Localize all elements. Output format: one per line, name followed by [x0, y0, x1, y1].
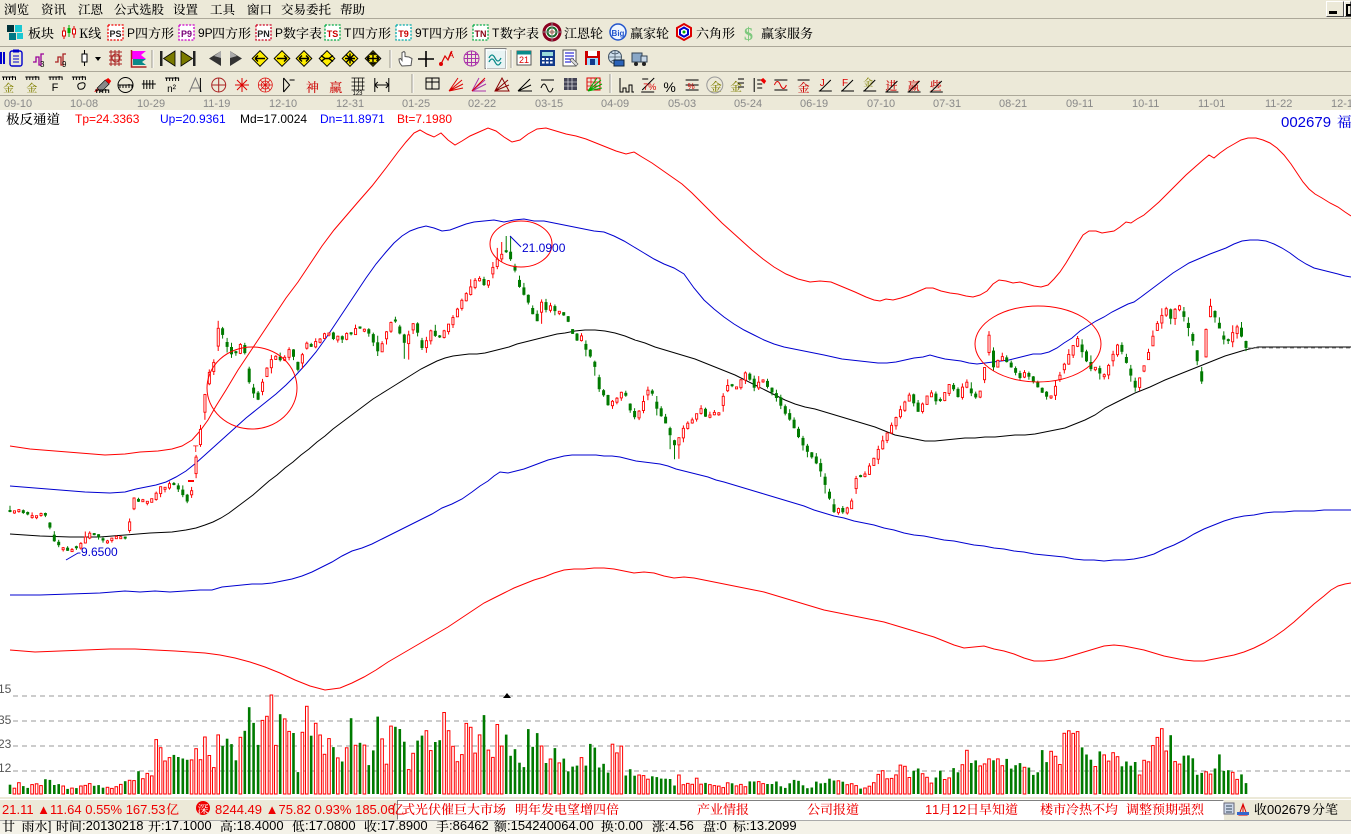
svg-text::86462: :86462 [449, 818, 489, 833]
svg-text:09-11: 09-11 [1066, 98, 1093, 110]
svg-text:PN: PN [257, 29, 270, 39]
svg-text:T: T [193, 444, 199, 454]
svg-text:10-08: 10-08 [70, 98, 98, 110]
svg-text:P9: P9 [181, 29, 192, 39]
svg-text::17.0800: :17.0800 [305, 818, 356, 833]
svg-text:03-15: 03-15 [535, 98, 563, 110]
svg-text::17.8900: :17.8900 [377, 818, 428, 833]
svg-text::154240064.00: :154240064.00 [507, 818, 594, 833]
svg-text:P: P [127, 26, 135, 40]
svg-text:05-24: 05-24 [734, 98, 762, 110]
svg-text:PS: PS [109, 29, 121, 39]
svg-text:11-01: 11-01 [1198, 98, 1225, 110]
svg-text:21: 21 [519, 55, 529, 65]
svg-text:07-10: 07-10 [867, 98, 895, 110]
svg-text:F: F [842, 78, 848, 89]
svg-text:9T: 9T [415, 26, 430, 40]
svg-text:%: % [663, 79, 675, 95]
svg-text:9P: 9P [198, 26, 213, 40]
svg-text::13.2099: :13.2099 [746, 818, 797, 833]
svg-text:15: 15 [0, 682, 12, 696]
svg-text:12-31: 12-31 [336, 98, 364, 110]
svg-text:23: 23 [0, 737, 12, 751]
svg-text:F: F [52, 82, 59, 94]
svg-text::20130218: :20130218 [82, 818, 143, 833]
svg-text:Md=17.0024: Md=17.0024 [240, 112, 307, 126]
svg-text:12: 12 [0, 761, 12, 775]
svg-text:12-1: 12-1 [1331, 98, 1351, 110]
svg-text:Big: Big [612, 29, 625, 38]
svg-text:09-10: 09-10 [4, 98, 32, 110]
svg-text:1: 1 [925, 802, 932, 817]
svg-text:05-03: 05-03 [668, 98, 696, 110]
svg-text:21.11 ▲11.64 0.55% 167.53: 21.11 ▲11.64 0.55% 167.53 [2, 802, 165, 817]
svg-text:11-22: 11-22 [1265, 98, 1292, 110]
svg-text:01-25: 01-25 [402, 98, 430, 110]
svg-text:08-21: 08-21 [999, 98, 1027, 110]
svg-text:P: P [275, 26, 283, 40]
svg-text:Up=20.9361: Up=20.9361 [160, 112, 226, 126]
svg-text:21.0900: 21.0900 [522, 241, 566, 255]
svg-text:TS: TS [327, 29, 339, 39]
svg-text:2: 2 [959, 802, 966, 817]
svg-text:10-29: 10-29 [137, 98, 165, 110]
svg-text:J: J [820, 78, 825, 89]
svg-text::0.00: :0.00 [614, 818, 643, 833]
svg-text:7%: 7% [643, 82, 656, 92]
svg-text:Dn=11.8971: Dn=11.8971 [320, 112, 385, 126]
svg-text:07-31: 07-31 [933, 98, 961, 110]
svg-text:A: A [448, 50, 454, 60]
svg-text:-9.6500: -9.6500 [77, 545, 118, 559]
svg-text:T9: T9 [398, 29, 409, 39]
svg-text:10-11: 10-11 [1132, 98, 1159, 110]
svg-text:$: $ [744, 24, 753, 44]
svg-text:002679: 002679 [1281, 114, 1331, 131]
svg-text:04-09: 04-09 [601, 98, 629, 110]
svg-text:n²: n² [167, 84, 177, 95]
svg-text:02-22: 02-22 [468, 98, 496, 110]
svg-text:002679: 002679 [1267, 802, 1310, 817]
svg-text::17.1000: :17.1000 [161, 818, 212, 833]
svg-text::18.4000: :18.4000 [233, 818, 284, 833]
svg-text:T: T [344, 26, 352, 40]
svg-text::4.56: :4.56 [665, 818, 694, 833]
svg-text:TN: TN [475, 29, 487, 39]
svg-text:06-19: 06-19 [800, 98, 828, 110]
svg-text:12-10: 12-10 [269, 98, 297, 110]
svg-text:11-19: 11-19 [203, 98, 230, 110]
svg-text:T: T [492, 26, 500, 40]
svg-text:Bt=7.1980: Bt=7.1980 [397, 112, 452, 126]
svg-text:1: 1 [932, 802, 939, 817]
svg-text:123: 123 [353, 91, 364, 97]
svg-text:9: 9 [62, 60, 67, 69]
svg-text:3: 3 [40, 60, 45, 69]
svg-text:Tp=24.3363: Tp=24.3363 [75, 112, 140, 126]
svg-text::0: :0 [716, 818, 727, 833]
svg-text:1: 1 [952, 802, 959, 817]
svg-text:%: % [688, 82, 695, 91]
svg-text:35: 35 [0, 713, 12, 727]
svg-text:8244.49 ▲75.82 0.93% 185.06: 8244.49 ▲75.82 0.93% 185.06 [215, 802, 395, 817]
